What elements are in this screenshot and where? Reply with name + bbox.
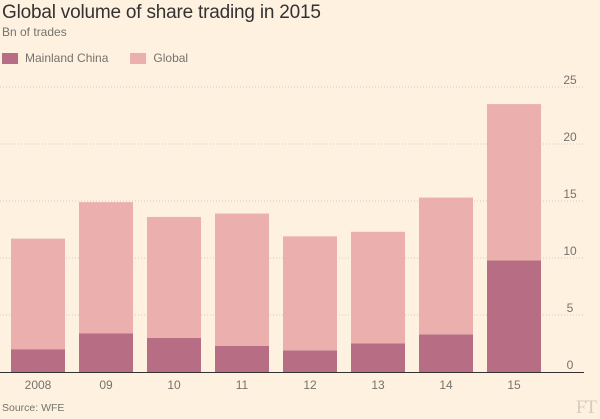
- bar-global-09: [79, 202, 133, 334]
- x-tick-label-15: 15: [507, 378, 521, 392]
- x-tick-label-14: 14: [439, 378, 453, 392]
- legend-label-mainland-china: Mainland China: [25, 51, 109, 65]
- x-tick-label-11: 11: [236, 378, 249, 392]
- bar-mainland-china-12: [283, 350, 337, 372]
- bar-global-10: [147, 216, 201, 338]
- bar-global-14: [419, 197, 473, 335]
- x-tick-label-10: 10: [167, 378, 181, 392]
- y-tick-label-25: 25: [563, 73, 577, 87]
- legend-label-global: Global: [153, 51, 189, 65]
- y-tick-label-5: 5: [567, 301, 574, 315]
- y-tick-label-0: 0: [567, 358, 574, 372]
- bar-mainland-china-10: [147, 337, 201, 372]
- bar-global-12: [283, 236, 337, 351]
- x-tick-label-12: 12: [303, 378, 317, 392]
- y-tick-label-20: 20: [563, 130, 577, 144]
- bar-global-13: [351, 231, 405, 344]
- x-tick-label-13: 13: [371, 378, 385, 392]
- bar-mainland-china-14: [419, 334, 473, 372]
- bar-global-2008: [11, 238, 65, 350]
- legend-swatch-mainland-china: [2, 52, 18, 64]
- bar-mainland-china-11: [215, 345, 269, 372]
- bar-mainland-china-13: [351, 343, 405, 372]
- x-tick-label-09: 09: [99, 378, 113, 392]
- legend-swatch-global: [130, 52, 147, 64]
- bar-mainland-china-09: [79, 333, 133, 372]
- bar-mainland-china-2008: [11, 349, 65, 372]
- y-tick-label-10: 10: [563, 244, 577, 258]
- legend: Mainland China Global: [2, 51, 210, 65]
- ft-logo: FT: [575, 397, 597, 418]
- x-tick-label-2008: 2008: [25, 378, 52, 392]
- chart-title: Global volume of share trading in 2015: [2, 2, 321, 23]
- legend-item-mainland-china: Mainland China: [2, 51, 108, 65]
- legend-item-global: Global: [130, 51, 188, 65]
- source-note: Source: WFE: [2, 402, 65, 414]
- bar-global-15: [487, 104, 541, 261]
- bar-mainland-china-15: [487, 260, 541, 372]
- bar-global-11: [215, 213, 269, 346]
- chart-subtitle: Bn of trades: [2, 25, 67, 39]
- y-tick-label-15: 15: [563, 187, 577, 201]
